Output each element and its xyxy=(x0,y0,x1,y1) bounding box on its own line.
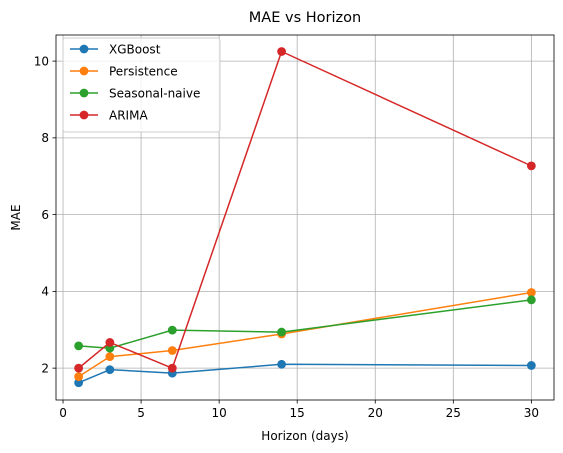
plot-frame xyxy=(55,34,555,401)
legend-frame xyxy=(62,37,221,133)
data-point-arima xyxy=(74,363,84,373)
legend-item-xgboost: XGBoost xyxy=(70,42,161,56)
data-point-seasonal-naive xyxy=(74,341,84,351)
y-tick-label: 6 xyxy=(41,208,49,222)
x-tick-label: 5 xyxy=(137,406,145,420)
data-point-persistence xyxy=(74,372,84,381)
axis-ticks: 0 5 10 15 20 25 30 2 4 6 8 10 xyxy=(34,54,539,420)
data-point-xgboost xyxy=(74,378,84,388)
x-tick-label: 15 xyxy=(290,406,305,420)
data-point-persistence xyxy=(105,352,115,362)
data-point-seasonal-naive xyxy=(526,295,536,305)
y-tick-label: 2 xyxy=(41,361,49,375)
y-tick-label: 8 xyxy=(41,131,49,145)
x-axis-title: Horizon (days) xyxy=(261,429,348,443)
legend-swatch-marker xyxy=(79,44,89,54)
legend-item-arima: ARIMA xyxy=(70,108,148,122)
legend-swatch-marker xyxy=(79,88,89,98)
legend-label: ARIMA xyxy=(109,108,148,122)
legend-swatch-marker xyxy=(79,66,89,76)
series-seasonal-naive xyxy=(74,295,536,353)
legend-label: Persistence xyxy=(109,64,178,78)
x-tick-label: 30 xyxy=(524,406,539,420)
x-tick-label: 20 xyxy=(368,406,383,420)
data-point-xgboost xyxy=(277,359,286,369)
legend-label: Seasonal-naive xyxy=(109,86,200,100)
data-point-xgboost xyxy=(105,365,115,375)
series-arima xyxy=(74,47,536,373)
legend-item-persistence: Persistence xyxy=(70,64,178,78)
data-point-arima xyxy=(526,161,536,171)
data-point-xgboost xyxy=(526,361,536,370)
x-tick-label: 10 xyxy=(211,406,226,420)
legend: XGBoost Persistence Seasonal-naive ARIMA xyxy=(62,37,221,133)
x-tick-label: 0 xyxy=(59,406,67,420)
data-point-persistence xyxy=(167,346,177,355)
y-axis-title: MAE xyxy=(9,204,23,230)
data-point-arima xyxy=(277,47,286,56)
legend-label: XGBoost xyxy=(109,42,161,56)
series-layer xyxy=(74,47,536,388)
legend-swatch-marker xyxy=(79,110,89,120)
legend-item-seasonal-naive: Seasonal-naive xyxy=(70,86,200,100)
data-point-seasonal-naive xyxy=(167,325,177,335)
y-tick-label: 4 xyxy=(41,285,49,299)
x-tick-label: 25 xyxy=(446,406,461,420)
y-tick-label: 10 xyxy=(34,54,49,68)
data-point-arima xyxy=(167,363,177,373)
chart-title: MAE vs Horizon xyxy=(249,10,361,26)
data-point-seasonal-naive xyxy=(277,327,286,337)
data-point-arima xyxy=(105,338,115,347)
data-point-persistence xyxy=(526,288,536,297)
